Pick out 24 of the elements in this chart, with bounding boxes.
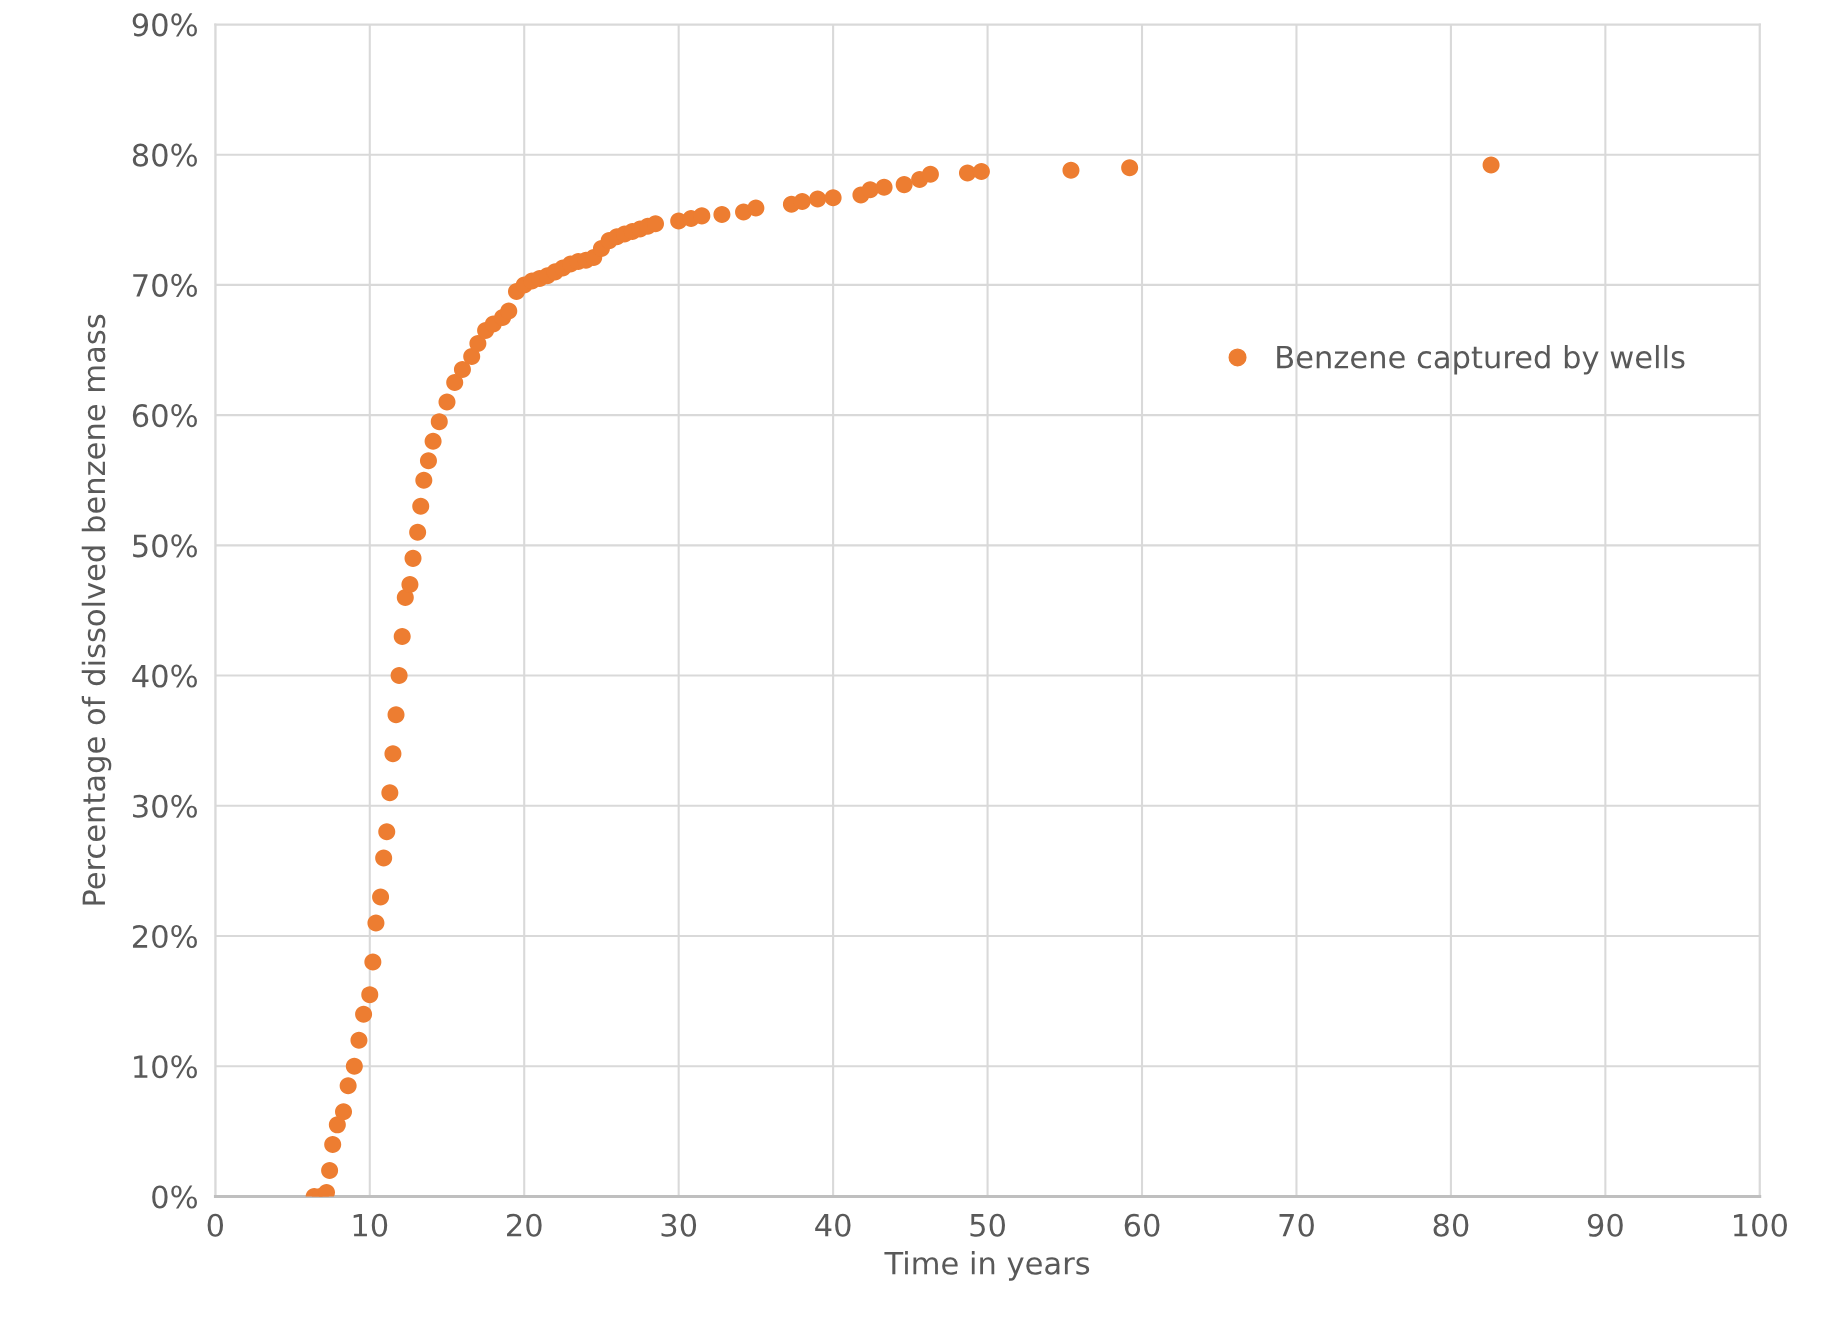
legend-label: Benzene captured by wells xyxy=(1277,344,1685,375)
y-tick-label: 70% xyxy=(133,273,197,297)
x-axis-title: Time in years xyxy=(884,1251,1090,1281)
x-tick-label: 50 xyxy=(970,1213,1005,1237)
y-tick-label: 90% xyxy=(132,13,197,37)
x-tick-label: 90 xyxy=(1587,1213,1623,1237)
y-tick-label: 0% xyxy=(152,1185,197,1209)
y-tick-label: 10% xyxy=(134,1055,197,1079)
x-tick-label: 30 xyxy=(661,1213,697,1237)
x-tick-label: 40 xyxy=(815,1213,851,1237)
x-tick-label: 20 xyxy=(507,1213,542,1237)
y-tick-label: 80% xyxy=(132,143,197,167)
y-tick-label: 40% xyxy=(132,664,197,688)
y-tick-label: 60% xyxy=(132,404,197,428)
x-tick-label: 60 xyxy=(1124,1213,1160,1237)
y-tick-label: 50% xyxy=(133,534,197,558)
x-tick-label: 100 xyxy=(1734,1213,1787,1237)
y-axis-title: Percentage of dissolved benzene mass xyxy=(81,314,112,905)
x-tick-label: 10 xyxy=(353,1213,388,1237)
x-tick-label: 80 xyxy=(1433,1213,1469,1237)
x-tick-label: 0 xyxy=(207,1213,224,1237)
x-tick-label: 70 xyxy=(1279,1213,1314,1237)
y-tick-label: 30% xyxy=(133,794,197,818)
y-tick-label: 20% xyxy=(132,924,197,949)
